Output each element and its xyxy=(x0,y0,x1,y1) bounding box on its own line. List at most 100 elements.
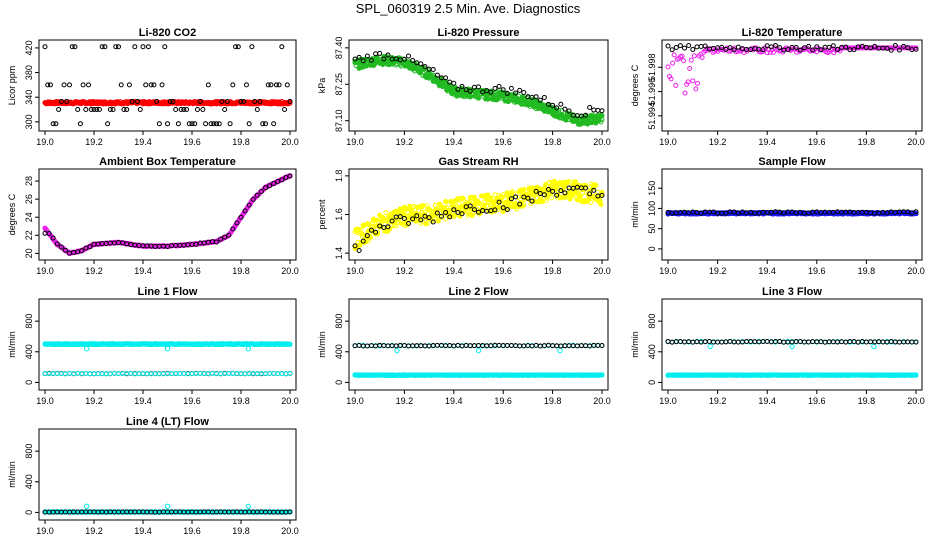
data-point xyxy=(599,192,605,198)
data-point xyxy=(671,52,677,58)
data-point xyxy=(58,99,64,105)
y-tick-label: 50 xyxy=(647,224,657,234)
data-point xyxy=(75,107,81,113)
data-point xyxy=(192,121,198,127)
data-point xyxy=(132,44,138,50)
y-tick-label: 87.40 xyxy=(334,37,344,60)
data-point xyxy=(238,214,244,220)
data-point xyxy=(719,44,725,50)
data-point xyxy=(685,79,691,85)
data-point xyxy=(377,223,383,229)
data-point xyxy=(830,43,836,49)
x-tick-label: 19.0 xyxy=(659,396,677,406)
data-point xyxy=(54,241,60,247)
data-point xyxy=(541,94,547,100)
data-point xyxy=(503,199,509,205)
x-tick-label: 19.2 xyxy=(709,137,727,147)
data-point xyxy=(83,107,89,113)
plot-frame xyxy=(661,168,923,261)
y-tick-label: 51.994 xyxy=(647,102,657,130)
data-point xyxy=(517,201,523,207)
data-point xyxy=(214,239,219,245)
data-point xyxy=(760,47,766,53)
data-point xyxy=(558,101,564,107)
x-tick-label: 19.0 xyxy=(36,396,54,406)
data-point xyxy=(111,370,117,376)
x-tick-label: 19.2 xyxy=(709,266,727,276)
data-point xyxy=(252,99,258,105)
data-point xyxy=(868,45,874,51)
data-point xyxy=(455,342,461,348)
data-point xyxy=(226,371,232,377)
data-point xyxy=(508,85,514,91)
y-tick-label: 1.4 xyxy=(334,247,344,260)
y-axis-label: percent xyxy=(317,199,327,230)
y-tick-label: 300 xyxy=(24,114,34,129)
chart-title: Line 3 Flow xyxy=(762,286,822,298)
data-point xyxy=(226,232,232,238)
data-point xyxy=(110,107,116,113)
x-tick-label: 19.6 xyxy=(808,137,826,147)
series-minute-values xyxy=(42,99,293,107)
data-point xyxy=(246,121,252,127)
y-tick-label: 400 xyxy=(334,344,344,359)
x-tick-label: 19.2 xyxy=(396,137,414,147)
x-tick-label: 20.0 xyxy=(907,266,925,276)
data-point xyxy=(385,224,391,230)
chart-title: Ambient Box Temperature xyxy=(99,156,236,168)
data-point xyxy=(148,82,154,88)
data-point xyxy=(242,371,248,377)
data-point xyxy=(267,371,273,377)
data-point xyxy=(414,213,420,219)
data-point xyxy=(677,43,683,49)
data-point xyxy=(574,189,580,195)
data-point xyxy=(443,210,449,216)
data-point xyxy=(533,94,539,100)
y-tick-label: 20 xyxy=(24,248,34,258)
data-point xyxy=(368,343,374,349)
data-point xyxy=(443,198,449,204)
data-point xyxy=(599,113,605,119)
data-point xyxy=(549,195,555,201)
data-point xyxy=(447,214,453,220)
data-point xyxy=(500,205,506,211)
data-point xyxy=(477,200,483,206)
data-point xyxy=(673,83,679,89)
data-point xyxy=(250,196,256,202)
data-point xyxy=(72,44,78,50)
data-point xyxy=(504,207,510,213)
y-tick-label: 340 xyxy=(24,90,34,105)
x-tick-label: 19.6 xyxy=(808,396,826,406)
data-point xyxy=(723,46,729,52)
data-point xyxy=(438,213,444,219)
data-point xyxy=(682,90,688,96)
data-point xyxy=(95,371,101,377)
data-point xyxy=(665,43,671,49)
series-minute-values xyxy=(665,45,919,96)
data-point xyxy=(418,217,424,223)
x-tick-label: 19.0 xyxy=(36,137,54,147)
data-point xyxy=(364,53,370,59)
data-point xyxy=(896,45,902,51)
y-tick-label: 150 xyxy=(647,181,657,196)
data-point xyxy=(364,233,370,239)
data-point xyxy=(443,216,449,222)
x-tick-label: 20.0 xyxy=(281,266,299,276)
data-point xyxy=(276,82,282,88)
x-tick-label: 19.4 xyxy=(134,266,152,276)
data-point xyxy=(669,339,675,345)
data-point xyxy=(471,343,477,349)
data-point xyxy=(598,119,604,125)
x-tick-label: 19.6 xyxy=(183,137,201,147)
data-point xyxy=(529,198,535,204)
x-tick-label: 19.2 xyxy=(396,396,414,406)
x-tick-label: 19.6 xyxy=(183,266,201,276)
data-point xyxy=(476,84,481,90)
data-point xyxy=(892,42,898,48)
data-point xyxy=(591,187,597,193)
data-point xyxy=(275,178,281,184)
y-tick-label: 87.25 xyxy=(334,73,344,96)
